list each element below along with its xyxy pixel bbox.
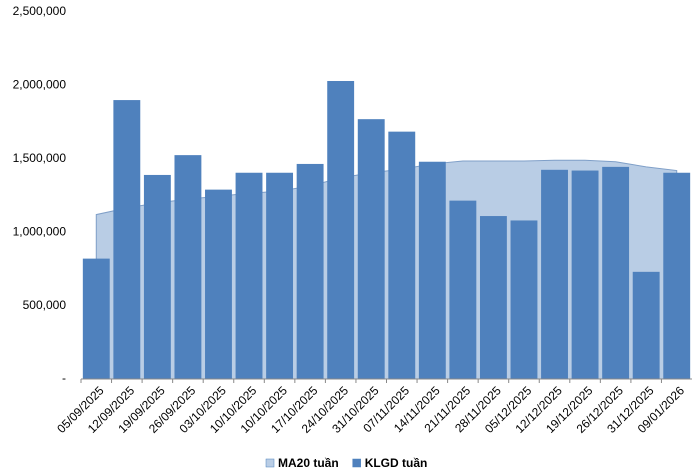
legend-label: MA20 tuần <box>278 456 339 470</box>
legend-swatch <box>265 458 275 468</box>
bar <box>510 220 538 379</box>
bar <box>82 258 110 379</box>
bar <box>663 172 691 379</box>
bar <box>174 155 202 379</box>
y-tick-label: 1,500,000 <box>13 151 67 165</box>
y-tick-label: - <box>62 371 66 385</box>
bar <box>235 172 263 379</box>
legend-swatch <box>352 458 361 468</box>
y-tick-label: 2,500,000 <box>13 4 67 18</box>
legend-label: KLGD tuần <box>365 456 428 470</box>
bar <box>449 200 477 379</box>
bar <box>632 271 660 379</box>
y-tick-label: 2,000,000 <box>13 78 67 92</box>
bar <box>266 172 294 379</box>
bar <box>541 169 568 379</box>
bar <box>602 166 630 379</box>
bar <box>327 80 355 379</box>
bar <box>143 174 171 379</box>
bar <box>571 170 599 379</box>
y-tick-label: 500,000 <box>23 298 67 312</box>
y-tick-label: 1,000,000 <box>13 224 67 238</box>
bar <box>388 131 416 379</box>
bar <box>357 119 385 379</box>
bar <box>296 163 324 379</box>
bar <box>418 161 446 379</box>
bar <box>113 100 141 379</box>
bar <box>205 189 232 379</box>
bar <box>479 216 507 379</box>
